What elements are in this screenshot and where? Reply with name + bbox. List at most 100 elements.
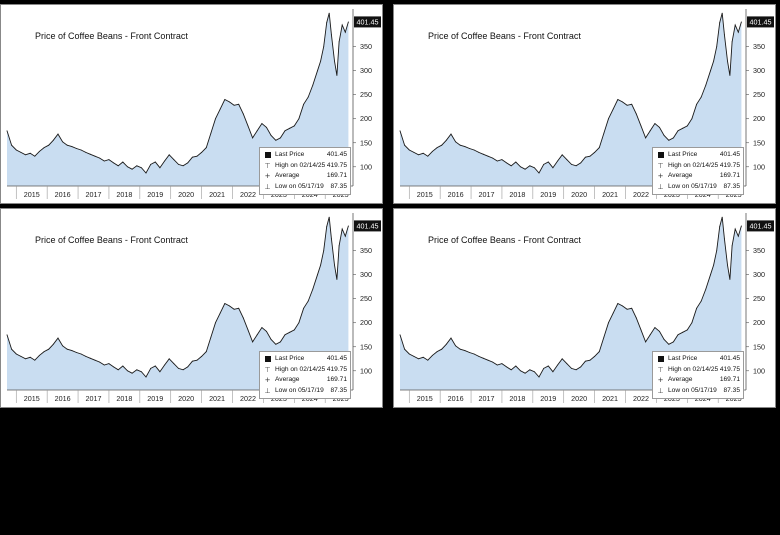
- x-tick-label: 2015: [24, 190, 40, 199]
- square-icon: [263, 354, 272, 365]
- price-point: [43, 147, 45, 149]
- price-point: [608, 322, 609, 324]
- x-tick-label: 2020: [178, 190, 194, 199]
- price-point: [323, 250, 325, 252]
- price-point: [473, 353, 475, 355]
- price-point: [113, 366, 115, 368]
- price-area: [400, 217, 742, 390]
- x-tick-label: 2022: [240, 190, 256, 199]
- price-area: [7, 217, 349, 390]
- price-point: [76, 148, 77, 149]
- price-point: [547, 365, 549, 367]
- price-point: [341, 228, 343, 230]
- price-point: [201, 355, 203, 357]
- price-point: [34, 359, 36, 361]
- price-point: [150, 163, 152, 165]
- price-point: [187, 366, 189, 368]
- price-point: [734, 228, 736, 230]
- price-point: [455, 345, 457, 347]
- price-point: [459, 144, 461, 146]
- legend-row: Last Price 401.45: [656, 354, 740, 365]
- low-marker-icon: ⊥: [657, 386, 664, 395]
- y-tick-label: 250: [753, 294, 765, 303]
- price-point: [659, 126, 660, 128]
- y-tick-label: 300: [753, 270, 765, 279]
- legend-label: Last Price: [275, 151, 305, 158]
- price-point: [445, 343, 447, 345]
- price-point: [413, 151, 415, 153]
- price-point: [228, 101, 230, 103]
- y-tick-label: 300: [753, 66, 765, 75]
- price-point: [520, 370, 521, 372]
- price-point: [482, 357, 484, 359]
- price-point: [515, 365, 517, 367]
- price-point: [159, 371, 161, 373]
- price-point: [320, 264, 322, 266]
- price-point: [242, 113, 244, 115]
- legend-label: Low on 05/17/19: [668, 182, 717, 190]
- legend-row: Last Price 401.45: [263, 354, 347, 365]
- price-point: [323, 46, 325, 48]
- chart-panel-2: 2015201620172018201920202021202220232024…: [393, 4, 776, 204]
- price-point: [247, 125, 249, 127]
- price-point: [617, 99, 619, 100]
- price-point: [713, 264, 715, 266]
- price-point: [538, 172, 540, 174]
- price-point: [399, 130, 401, 132]
- legend-value: 401.45: [326, 151, 347, 158]
- price-point: [515, 161, 517, 163]
- high-marker-icon: ⊤: [264, 365, 271, 374]
- price-point: [501, 159, 503, 161]
- price-point: [682, 127, 684, 129]
- y-tick-label: 100: [753, 162, 765, 171]
- legend-row: + Average 169.71: [263, 375, 347, 386]
- price-point: [127, 166, 128, 168]
- price-point: [603, 336, 605, 338]
- x-tick-label: 2017: [86, 394, 102, 403]
- price-point: [635, 113, 637, 115]
- price-point: [298, 322, 300, 324]
- price-point: [727, 60, 728, 62]
- x-tick-label: 2016: [448, 394, 464, 403]
- price-point: [117, 165, 119, 167]
- price-point: [455, 141, 457, 143]
- price-point: [196, 359, 198, 361]
- price-point: [612, 312, 614, 314]
- price-point: [740, 21, 742, 23]
- price-point: [284, 334, 286, 336]
- y-tick-label: 150: [753, 342, 765, 351]
- chart-legend: Last Price 401.45 ⊤ High on 02/14/25 419.75 +…: [259, 351, 351, 399]
- price-point: [492, 157, 494, 159]
- price-point: [215, 322, 216, 324]
- price-point: [731, 245, 733, 247]
- price-point: [552, 371, 554, 373]
- price-point: [524, 372, 526, 374]
- price-point: [103, 160, 105, 162]
- price-point: [487, 359, 489, 361]
- square-icon: [263, 150, 272, 161]
- price-point: [727, 264, 728, 266]
- price-point: [266, 330, 267, 332]
- price-point: [66, 348, 68, 350]
- price-point: [422, 356, 424, 358]
- price-point: [140, 371, 142, 373]
- x-tick-label: 2020: [571, 190, 587, 199]
- price-point: [594, 355, 596, 357]
- legend-value: 87.35: [330, 386, 347, 394]
- price-point: [140, 167, 142, 169]
- price-point: [205, 147, 207, 149]
- price-point: [284, 130, 286, 132]
- price-point: [159, 167, 161, 169]
- price-point: [441, 144, 443, 146]
- price-point: [210, 132, 212, 134]
- price-point: [450, 133, 452, 135]
- price-point: [94, 359, 96, 361]
- price-point: [80, 149, 82, 151]
- price-point: [29, 152, 31, 154]
- price-point: [25, 358, 26, 360]
- price-point: [293, 329, 295, 331]
- price-point: [640, 125, 642, 127]
- x-tick-label: 2018: [509, 190, 525, 199]
- price-point: [598, 147, 600, 149]
- price-point: [173, 363, 175, 365]
